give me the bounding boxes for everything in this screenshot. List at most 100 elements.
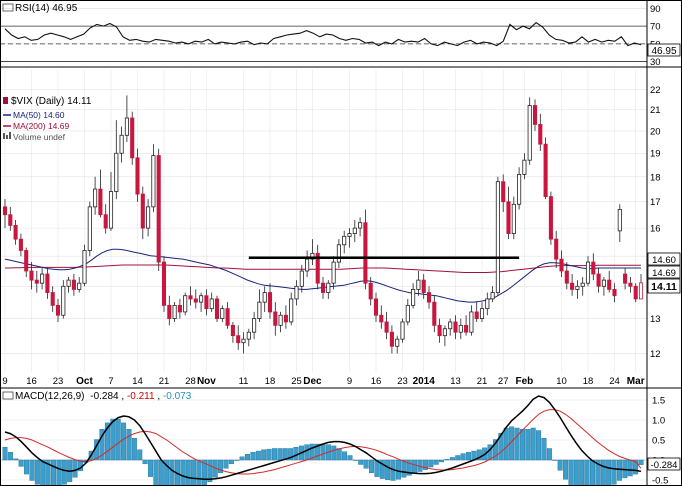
candle: [352, 220, 357, 242]
macd-histogram-bar: [627, 459, 633, 477]
candle: [389, 325, 394, 354]
macd-histogram-bar: [412, 459, 418, 474]
candle: [585, 256, 591, 287]
candle: [363, 209, 368, 290]
candle: [98, 169, 103, 218]
candle: [421, 274, 426, 299]
macd-histogram-bar: [514, 427, 520, 461]
ma200-legend: MA(200) 14.69: [13, 121, 69, 131]
x-tick-label: 21: [159, 376, 170, 387]
macd-histogram-bar: [245, 454, 251, 461]
macd-histogram-bar: [223, 459, 229, 469]
ma200-badge-value: 14.69: [652, 268, 676, 279]
candle: [108, 171, 114, 231]
candle: [87, 201, 92, 257]
candle: [570, 274, 575, 296]
macd-line: [4, 395, 642, 480]
candle: [135, 148, 140, 202]
candle: [326, 280, 331, 299]
candle: [29, 262, 34, 290]
candle: [156, 148, 161, 272]
candle: [437, 318, 442, 343]
last-price-badge: [647, 278, 681, 294]
macd-histogram-bar: [72, 459, 78, 478]
candle: [71, 274, 76, 296]
macd-histogram-bar: [185, 459, 191, 486]
macd-histogram-bar: [466, 452, 472, 461]
candle: [246, 328, 251, 347]
price-tick-label: 12: [650, 349, 661, 360]
macd-histogram-bar: [616, 459, 622, 481]
ma200-badge: [647, 265, 681, 279]
indicator-icon: [2, 391, 14, 400]
candle: [8, 206, 13, 231]
candle: [501, 174, 506, 213]
x-tick-label: Nov: [197, 376, 216, 387]
candle: [34, 271, 39, 293]
macd-histogram-bar: [131, 438, 137, 461]
macd-histogram-bar: [460, 453, 466, 461]
candle: [358, 217, 363, 237]
x-tick-label: 10: [556, 376, 567, 387]
macd-histogram-bar: [288, 448, 294, 461]
last-price-value: 14.11: [651, 281, 677, 293]
candle: [548, 191, 553, 245]
candle: [310, 239, 315, 266]
candle: [342, 230, 347, 254]
macd-histogram-bar: [369, 459, 375, 474]
candle: [61, 280, 66, 319]
candle: [66, 277, 71, 293]
candle: [40, 268, 45, 290]
macd-histogram-bar: [611, 459, 617, 485]
candle: [77, 277, 82, 293]
candle: [532, 99, 538, 131]
macd-histogram-bar: [379, 459, 385, 479]
candle-legend-icon: [3, 97, 8, 104]
candle: [336, 239, 341, 269]
candle: [305, 250, 310, 278]
macd-histogram-bar: [433, 459, 439, 465]
candle: [103, 204, 108, 234]
candle: [114, 120, 119, 200]
price-tick-label: 20: [650, 126, 661, 137]
candle: [315, 244, 320, 290]
macd-histogram-bar: [422, 459, 428, 470]
candle: [474, 302, 479, 322]
macd-histogram-bar: [51, 459, 57, 486]
candle: [236, 325, 241, 350]
candle: [591, 253, 596, 281]
price-tick-label: 21: [650, 105, 661, 116]
macd-histogram-bar: [126, 429, 132, 461]
candle: [527, 97, 532, 165]
candle: [204, 289, 209, 316]
candle: [262, 286, 267, 312]
candle: [490, 286, 495, 303]
macd-histogram-bar: [266, 448, 272, 461]
macd-histogram-bar: [153, 459, 159, 486]
candle: [82, 244, 87, 287]
macd-histogram-bar: [439, 459, 445, 463]
macd-histogram-bar: [342, 451, 348, 461]
x-tick-label: Oct: [76, 376, 93, 387]
price-title: $VIX (Daily) 14.11: [11, 96, 92, 107]
candle: [554, 230, 559, 269]
candle: [612, 283, 617, 303]
candle: [469, 305, 474, 336]
macd-histogram-bar: [606, 459, 612, 486]
macd-histogram-bar: [13, 458, 19, 461]
candle: [543, 137, 548, 200]
macd-signal-value: -0.211: [127, 391, 155, 402]
candle: [209, 292, 214, 312]
macd-histogram-bar: [336, 448, 342, 461]
macd-histogram-bar: [600, 459, 606, 486]
candle: [395, 335, 400, 354]
macd-histogram-bar: [250, 452, 256, 461]
candle: [522, 153, 527, 180]
macd-histogram-bar: [18, 459, 24, 467]
candle: [331, 256, 336, 290]
candle: [517, 167, 522, 210]
candle: [538, 113, 543, 151]
candle: [278, 311, 283, 333]
rsi-line: [4, 21, 642, 47]
